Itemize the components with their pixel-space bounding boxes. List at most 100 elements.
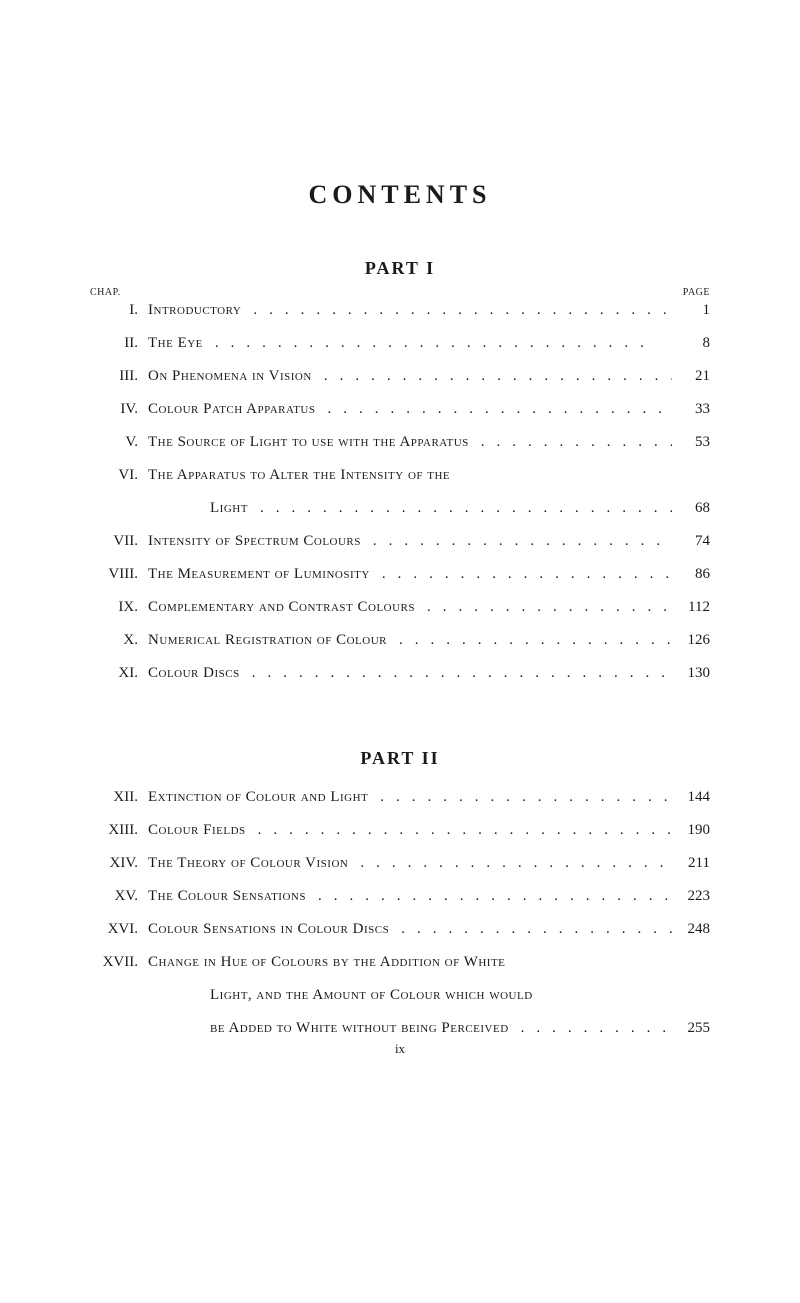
- chap-column-label: CHAP.: [90, 287, 121, 298]
- toc-text: Extinction of Colour and Light: [148, 789, 368, 806]
- toc-leader: [387, 632, 672, 649]
- toc-entry: II.The Eye 8: [90, 335, 710, 352]
- toc-page-number: 190: [672, 822, 710, 839]
- toc-entry: XIII.Colour Fields 190: [90, 822, 710, 839]
- toc-text: The Colour Sensations: [148, 888, 306, 905]
- toc-roman: II.: [90, 335, 148, 352]
- toc-leader: [315, 401, 672, 418]
- toc-page-number: 21: [672, 368, 710, 385]
- toc-leader: [312, 368, 672, 385]
- toc-text: The Theory of Colour Vision: [148, 855, 348, 872]
- toc-leader: [240, 665, 672, 682]
- toc-text: Colour Sensations in Colour Discs: [148, 921, 389, 938]
- toc-page-number: 33: [672, 401, 710, 418]
- toc-entry: XV.The Colour Sensations 223: [90, 888, 710, 905]
- toc-text: Colour Discs: [148, 665, 240, 682]
- toc-leader: [389, 921, 672, 938]
- toc-leader: [348, 855, 672, 872]
- toc-roman: X.: [90, 632, 148, 649]
- toc-roman: XI.: [90, 665, 148, 682]
- toc-text: Colour Fields: [148, 822, 246, 839]
- toc-leader: [370, 566, 672, 583]
- toc-leader: [248, 500, 672, 517]
- toc-text: Colour Patch Apparatus: [148, 401, 315, 418]
- toc-entry: I.Introductory 1: [90, 302, 710, 319]
- toc-entry: XVII.Change in Hue of Colours by the Add…: [90, 954, 710, 971]
- toc-part-1: I.Introductory 1 II.The Eye 8 III.On Phenome…: [90, 302, 710, 698]
- toc-page-number: 53: [672, 434, 710, 451]
- toc-leader: [306, 888, 672, 905]
- part-1-heading: PART I: [90, 258, 710, 279]
- toc-text: Numerical Registration of Colour: [148, 632, 387, 649]
- toc-page-number: 248: [672, 921, 710, 938]
- toc-roman: XIV.: [90, 855, 148, 872]
- toc-text: Intensity of Spectrum Colours: [148, 533, 361, 550]
- toc-leader: [368, 789, 672, 806]
- toc-entry: VI.The Apparatus to Alter the Intensity …: [90, 467, 710, 484]
- contents-title: CONTENTS: [90, 180, 710, 210]
- toc-roman: XV.: [90, 888, 148, 905]
- toc-page-number: 74: [672, 533, 710, 550]
- toc-page-number: 8: [672, 335, 710, 352]
- toc-leader: [361, 533, 672, 550]
- toc-entry: Light, and the Amount of Colour which wo…: [90, 987, 710, 1004]
- toc-leader: [509, 1020, 672, 1037]
- toc-roman: IX.: [90, 599, 148, 616]
- toc-roman: XVI.: [90, 921, 148, 938]
- toc-entry: XVI.Colour Sensations in Colour Discs 248: [90, 921, 710, 938]
- toc-roman: IV.: [90, 401, 148, 418]
- toc-roman: VII.: [90, 533, 148, 550]
- toc-roman: III.: [90, 368, 148, 385]
- toc-entry: VIII.The Measurement of Luminosity 86: [90, 566, 710, 583]
- toc-roman: XII.: [90, 789, 148, 806]
- toc-page-number: 144: [672, 789, 710, 806]
- toc-leader: [415, 599, 672, 616]
- toc-roman: XIII.: [90, 822, 148, 839]
- page-column-label: PAGE: [683, 287, 710, 298]
- footer-page-roman: ix: [90, 1041, 710, 1057]
- toc-text: Light, and the Amount of Colour which wo…: [210, 987, 533, 1004]
- part-2-heading: PART II: [90, 748, 710, 769]
- toc-entry: be Added to White without being Perceive…: [90, 1020, 710, 1037]
- toc-text: The Eye: [148, 335, 203, 352]
- toc-text: The Source of Light to use with the Appa…: [148, 434, 469, 451]
- toc-page-number: 68: [672, 500, 710, 517]
- toc-entry: XIV.The Theory of Colour Vision 211: [90, 855, 710, 872]
- toc-text: Change in Hue of Colours by the Addition…: [148, 954, 505, 971]
- toc-entry: Light 68: [90, 500, 710, 517]
- column-header-row: CHAP. PAGE: [90, 287, 710, 298]
- toc-page-number: 86: [672, 566, 710, 583]
- toc-roman: XVII.: [90, 954, 148, 971]
- toc-entry: III.On Phenomena in Vision 21: [90, 368, 710, 385]
- toc-entry: XI.Colour Discs 130: [90, 665, 710, 682]
- toc-leader: [241, 302, 672, 319]
- toc-page-number: 126: [672, 632, 710, 649]
- toc-roman: VIII.: [90, 566, 148, 583]
- toc-text: Light: [210, 500, 248, 517]
- toc-entry: VII.Intensity of Spectrum Colours 74: [90, 533, 710, 550]
- toc-entry: XII.Extinction of Colour and Light 144: [90, 789, 710, 806]
- toc-part-2: XII.Extinction of Colour and Light144XII…: [90, 789, 710, 1053]
- toc-entry: IV.Colour Patch Apparatus 33: [90, 401, 710, 418]
- toc-entry: V.The Source of Light to use with the Ap…: [90, 434, 710, 451]
- toc-text: Introductory: [148, 302, 241, 319]
- toc-page-number: 130: [672, 665, 710, 682]
- toc-text: The Measurement of Luminosity: [148, 566, 370, 583]
- toc-roman: V.: [90, 434, 148, 451]
- toc-roman: I.: [90, 302, 148, 319]
- toc-leader: [246, 822, 672, 839]
- toc-text: be Added to White without being Perceive…: [210, 1020, 509, 1037]
- toc-leader: [203, 335, 672, 352]
- toc-entry: IX.Complementary and Contrast Colours 112: [90, 599, 710, 616]
- toc-page-number: 255: [672, 1020, 710, 1037]
- toc-page-number: 211: [672, 855, 710, 872]
- toc-page-number: 223: [672, 888, 710, 905]
- toc-entry: X.Numerical Registration of Colour 126: [90, 632, 710, 649]
- toc-roman: VI.: [90, 467, 148, 484]
- toc-leader: [469, 434, 672, 451]
- toc-text: The Apparatus to Alter the Intensity of …: [148, 467, 450, 484]
- toc-text: On Phenomena in Vision: [148, 368, 312, 385]
- toc-page-number: 112: [672, 599, 710, 616]
- toc-text: Complementary and Contrast Colours: [148, 599, 415, 616]
- toc-page-number: 1: [672, 302, 710, 319]
